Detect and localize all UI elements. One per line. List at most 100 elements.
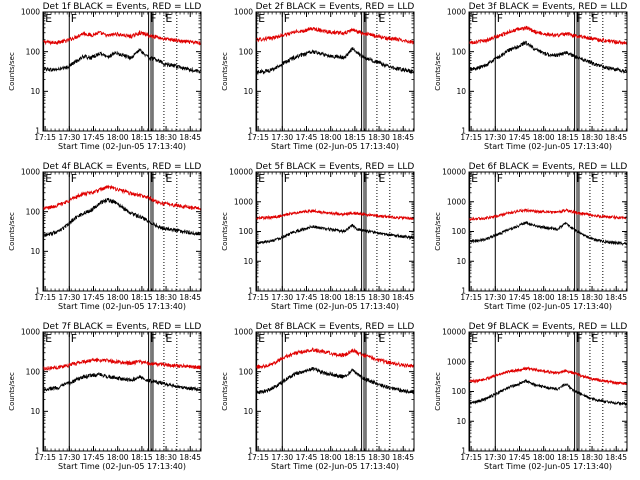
x-tick-label: 18:30 <box>155 133 177 142</box>
y-tick-label: 10 <box>243 407 253 416</box>
y-tick-label: 1 <box>248 447 253 456</box>
x-axis-label: Start Time (02-Jun-05 17:13:40) <box>271 302 399 311</box>
y-axis-label: Counts/sec <box>434 212 442 251</box>
plot-frame <box>468 171 628 292</box>
x-tick-label: 17:15 <box>34 133 56 142</box>
x-tick-label: 17:45 <box>296 293 318 302</box>
x-axis-label: Start Time (02-Jun-05 17:13:40) <box>271 462 399 471</box>
x-axis-label: Start Time (02-Jun-05 17:13:40) <box>484 302 612 311</box>
marker-label: E <box>165 332 172 345</box>
x-tick-label: 18:30 <box>581 293 603 302</box>
y-tick-label: 1 <box>35 127 40 136</box>
panel-plot: Det 9f BLACK = Events, RED = LLDEFFE1101… <box>434 322 628 471</box>
events-series-line <box>255 366 415 395</box>
y-tick-label: 10000 <box>442 168 466 177</box>
y-tick-label: 10 <box>30 407 40 416</box>
marker-label: E <box>45 332 52 345</box>
x-tick-label: 17:15 <box>247 133 269 142</box>
marker-label: F <box>497 172 503 185</box>
events-series-line <box>468 40 628 74</box>
events-series-line <box>468 220 628 246</box>
lld-series-line <box>255 347 415 370</box>
x-tick-label: 18:45 <box>179 453 201 462</box>
marker-label: E <box>258 332 265 345</box>
y-tick-label: 10000 <box>442 328 466 337</box>
detector-panel-3: Det 3f BLACK = Events, RED = LLDEFFE1101… <box>426 0 639 160</box>
x-tick-label: 18:00 <box>320 293 342 302</box>
y-tick-label: 10 <box>243 87 253 96</box>
x-axis-label: Start Time (02-Jun-05 17:13:40) <box>58 142 186 151</box>
plot-frame <box>255 11 415 132</box>
x-tick-label: 18:00 <box>533 453 555 462</box>
y-axis-label: Counts/sec <box>8 52 16 91</box>
x-tick-label: 18:30 <box>368 453 390 462</box>
marker-label: E <box>258 172 265 185</box>
y-tick-label: 1 <box>35 287 40 296</box>
detector-panel-2: Det 2f BLACK = Events, RED = LLDEFFE1101… <box>213 0 426 160</box>
plot-frame <box>468 11 628 132</box>
y-tick-label: 1000 <box>21 8 40 17</box>
y-tick-label: 1 <box>461 447 466 456</box>
y-tick-label: 100 <box>239 47 254 56</box>
x-tick-label: 18:45 <box>392 453 414 462</box>
x-tick-label: 18:00 <box>533 293 555 302</box>
panel-title: Det 4f BLACK = Events, RED = LLD <box>43 162 202 172</box>
y-tick-label: 100 <box>26 207 41 216</box>
x-tick-label: 17:15 <box>460 133 482 142</box>
detector-panel-1: Det 1f BLACK = Events, RED = LLDEFFE1101… <box>0 0 213 160</box>
x-axis-label: Start Time (02-Jun-05 17:13:40) <box>58 462 186 471</box>
marker-label: E <box>471 172 478 185</box>
y-tick-label: 100 <box>26 47 41 56</box>
panel-title: Det 9f BLACK = Events, RED = LLD <box>469 322 628 332</box>
y-tick-label: 100 <box>26 367 41 376</box>
plot-frame <box>42 171 202 292</box>
panel-title: Det 6f BLACK = Events, RED = LLD <box>469 162 628 172</box>
y-tick-label: 10 <box>30 87 40 96</box>
panel-plot: Det 3f BLACK = Events, RED = LLDEFFE1101… <box>434 2 628 151</box>
events-series-line <box>255 223 415 245</box>
x-tick-label: 17:30 <box>59 293 81 302</box>
marker-label: E <box>471 332 478 345</box>
marker-label: E <box>591 172 598 185</box>
marker-label: F <box>497 12 503 25</box>
x-tick-label: 18:15 <box>131 293 153 302</box>
y-tick-label: 100 <box>452 227 467 236</box>
lld-series-line <box>42 184 202 211</box>
lld-series-line <box>255 208 415 221</box>
y-tick-label: 1000 <box>447 197 466 206</box>
x-tick-label: 17:15 <box>247 453 269 462</box>
y-tick-label: 1 <box>35 447 40 456</box>
x-tick-label: 18:30 <box>581 133 603 142</box>
marker-label: E <box>258 12 265 25</box>
plot-frame <box>468 331 628 452</box>
y-tick-label: 1000 <box>447 357 466 366</box>
x-tick-label: 18:15 <box>344 453 366 462</box>
x-tick-label: 17:45 <box>296 133 318 142</box>
x-tick-label: 18:45 <box>605 133 627 142</box>
x-tick-label: 17:15 <box>34 453 56 462</box>
x-tick-label: 18:00 <box>320 133 342 142</box>
x-axis-label: Start Time (02-Jun-05 17:13:40) <box>484 462 612 471</box>
marker-label: E <box>45 172 52 185</box>
x-tick-label: 18:15 <box>344 293 366 302</box>
marker-label: F <box>284 12 290 25</box>
y-tick-label: 1 <box>248 127 253 136</box>
events-series-line <box>42 372 202 393</box>
y-axis-label: Counts/sec <box>221 212 229 251</box>
y-tick-label: 10 <box>456 257 466 266</box>
x-tick-label: 18:00 <box>107 293 129 302</box>
marker-label: E <box>165 12 172 25</box>
lld-series-line <box>468 25 628 45</box>
panel-plot: Det 1f BLACK = Events, RED = LLDEFFE1101… <box>8 2 202 151</box>
x-tick-label: 18:15 <box>131 453 153 462</box>
y-tick-label: 1 <box>248 287 253 296</box>
y-axis-label: Counts/sec <box>221 52 229 91</box>
x-tick-label: 17:45 <box>509 293 531 302</box>
y-axis-label: Counts/sec <box>434 372 442 411</box>
marker-label: E <box>45 12 52 25</box>
x-tick-label: 17:15 <box>34 293 56 302</box>
y-tick-label: 100 <box>452 387 467 396</box>
panel-plot: Det 7f BLACK = Events, RED = LLDEFFE1101… <box>8 322 202 471</box>
x-tick-label: 17:45 <box>83 133 105 142</box>
detector-panel-8: Det 8f BLACK = Events, RED = LLDEFFE1101… <box>213 320 426 480</box>
